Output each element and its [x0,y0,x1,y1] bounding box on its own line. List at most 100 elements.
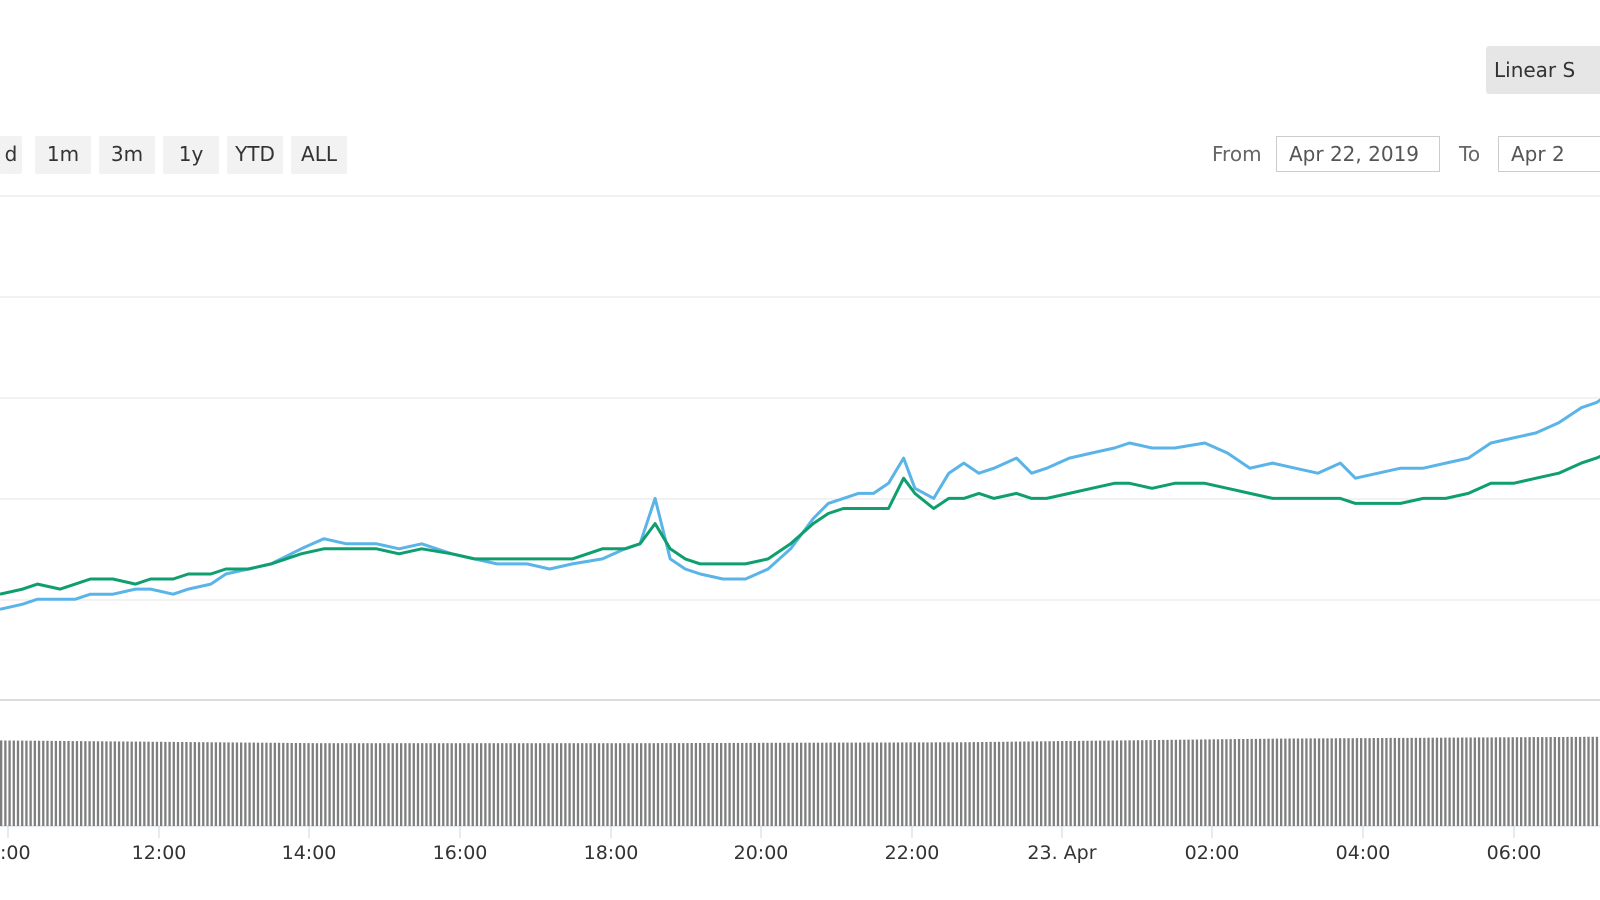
volume-bar [96,741,100,826]
volume-bar [1435,737,1439,826]
volume-bar [290,743,293,826]
volume-bar [1368,738,1371,826]
to-date-input[interactable] [1498,136,1600,172]
series-line-1 [0,398,1600,611]
volume-bar [1465,737,1468,826]
volume-bar [437,743,441,826]
volume-bar [33,740,36,826]
volume-bar [623,743,626,826]
volume-bar [867,742,870,826]
volume-bar [315,743,319,826]
volume-bar [686,743,689,826]
volume-bar [1397,737,1401,826]
volume-bar [223,742,226,826]
volume-bar [530,743,533,826]
volume-bar [728,742,731,826]
volume-bar [568,743,571,826]
range-button-all[interactable]: ALL [291,136,347,174]
volume-bar [332,743,335,826]
volume-bar [720,743,723,826]
volume-bar [484,743,487,826]
volume-bar [631,743,634,826]
x-axis-tick-label: 04:00 [1336,842,1391,864]
volume-bar [185,742,188,826]
volume-bar [282,742,285,826]
volume-bar [1044,741,1047,826]
range-button-1d[interactable]: d [0,136,22,174]
volume-bar [1120,740,1123,826]
volume-bar [551,743,554,826]
volume-bar [783,742,786,826]
range-button-ytd[interactable]: YTD [227,136,283,174]
volume-bar [151,741,154,826]
volume-bar [92,741,95,826]
linear-scale-toggle[interactable]: Linear S [1486,46,1600,94]
volume-bar [522,743,525,826]
volume-bar [1469,737,1472,826]
x-axis: :00 12:00 14:00 16:00 18:00 20:00 22:00 23. Apr… [0,826,1541,864]
volume-bar [846,742,849,826]
volume-bar [416,743,420,826]
volume-bar [1570,736,1573,826]
volume-bar [597,743,601,826]
from-date-input[interactable] [1276,136,1440,172]
volume-bar [1229,739,1232,826]
volume-bar [1296,738,1300,826]
volume-bar [1427,737,1430,826]
range-button-3m[interactable]: 3m [99,136,155,174]
volume-bar [673,743,676,826]
volume-bar [429,743,432,826]
volume-bar [1149,740,1152,826]
volume-bar [172,741,175,826]
volume-bar [16,740,20,826]
volume-bar [1330,738,1333,826]
volume-bar [80,741,83,826]
volume-bar [227,742,230,826]
volume-bar [1242,739,1245,826]
volume-bar [1267,738,1270,826]
volume-bar [505,743,508,826]
x-axis-tick-label: 22:00 [885,842,940,864]
volume-bar [1578,736,1582,826]
volume-bar [749,742,752,826]
volume-bar [1364,738,1367,826]
volume-bar [753,742,756,826]
volume-bar [800,742,803,826]
volume-bar [446,743,449,826]
volume-bar [833,742,836,826]
volume-bar [888,742,891,826]
volume-bar [1284,738,1287,826]
volume-bar [8,740,11,826]
volume-bar [517,743,521,826]
volume-bar [458,743,462,826]
volume-bar [138,741,142,826]
volume-bar [1031,741,1034,826]
volume-bar [1393,737,1396,826]
volume-bar [610,743,613,826]
volume-bar [37,740,41,826]
volume-bar [1221,739,1224,826]
volume-bar [240,742,243,826]
volume-bar [1494,737,1498,826]
volume-bar [1583,736,1586,826]
volume-bar [1520,737,1523,826]
volume-bar [383,743,386,826]
volume-bar [475,743,479,826]
volume-bar [412,743,415,826]
volume-bar [757,742,761,826]
volume-bar [1389,737,1392,826]
volume-bar [391,743,394,826]
range-button-1m[interactable]: 1m [35,136,91,174]
volume-bar [454,743,458,826]
volume-bar [905,742,908,826]
range-button-1y[interactable]: 1y [163,136,219,174]
volume-bar [1292,738,1295,826]
volume-bar [842,742,845,826]
volume-bar [1098,740,1102,826]
volume-bar [1372,738,1375,826]
to-label: To [1459,142,1481,166]
volume-bar [1225,739,1228,826]
volume-bar [261,742,264,826]
volume-bar [1153,740,1156,826]
volume-bar [269,742,272,826]
